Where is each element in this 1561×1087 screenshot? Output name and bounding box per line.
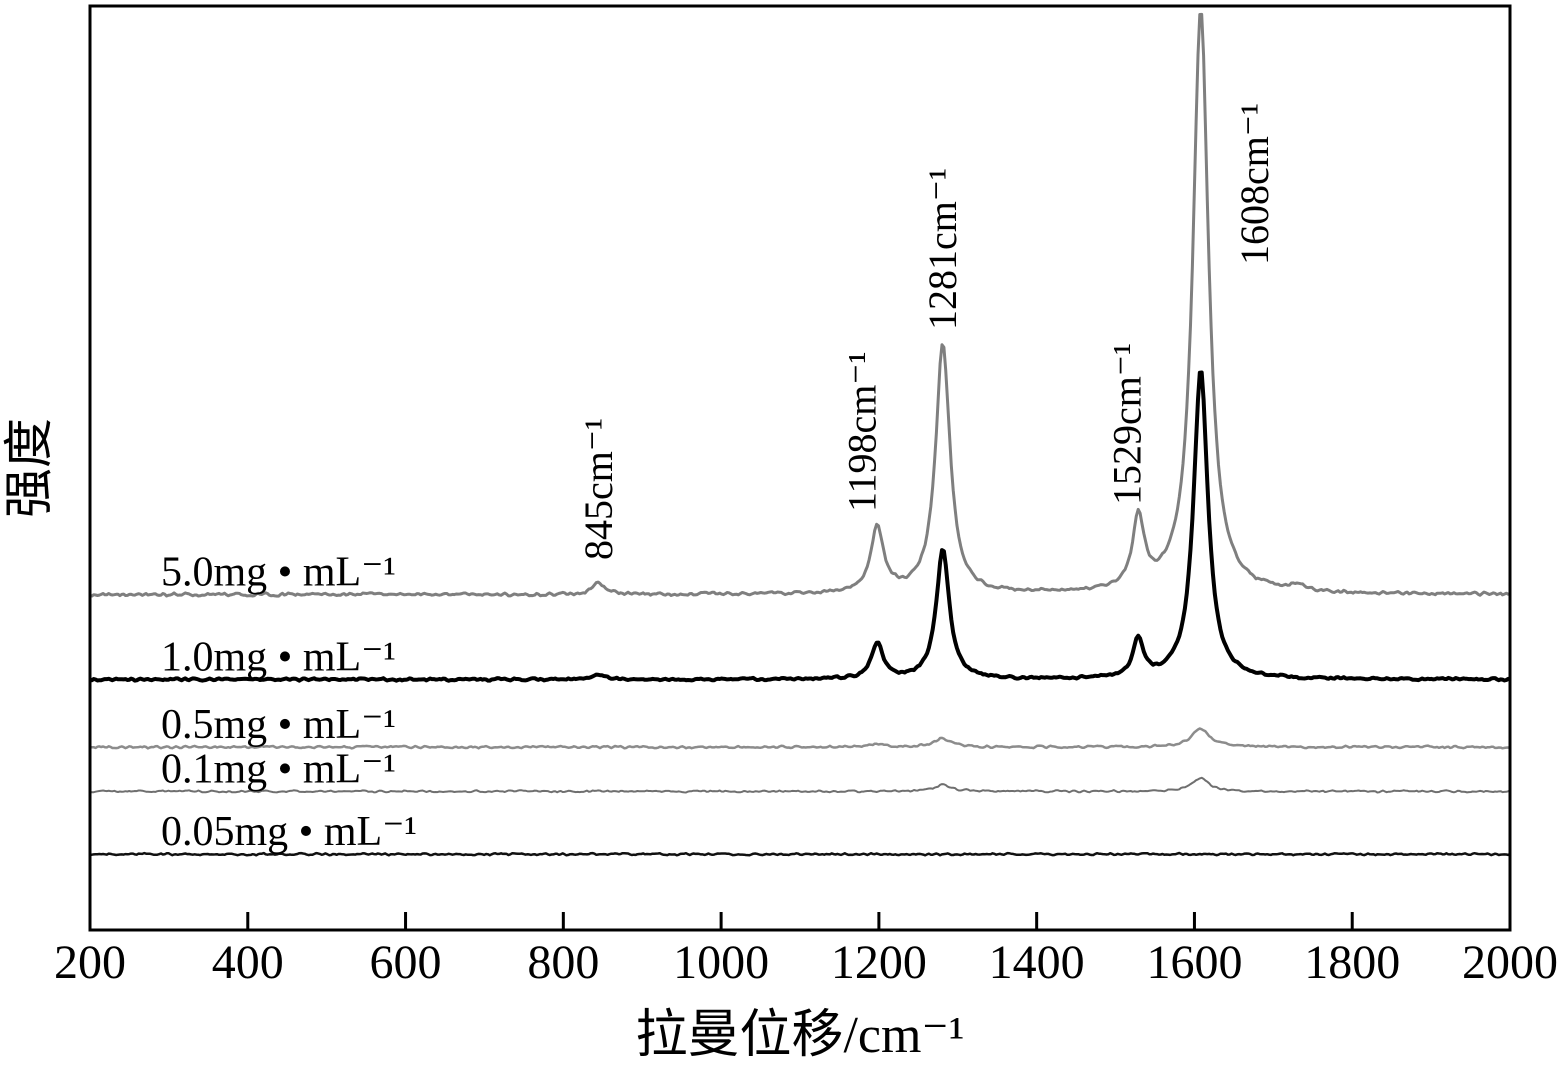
x-tick-label: 1000 [673,936,769,989]
peak-annotation-2: 1198cm⁻¹ [839,352,884,513]
x-tick-label: 2000 [1462,936,1558,989]
x-tick-label: 400 [212,936,284,989]
peak-annotation-5: 1608cm⁻¹ [1232,103,1277,265]
peak-annotation-3: 1281cm⁻¹ [920,168,965,330]
x-tick-label: 200 [54,936,126,989]
spectrum-trace-1 [90,12,1510,598]
x-axis-title: 拉曼位移/cm⁻¹ [635,1007,964,1064]
x-tick-label: 1800 [1304,936,1400,989]
spectrum-trace-5 [90,851,1510,857]
peak-annotation-4: 1529cm⁻¹ [1104,343,1149,505]
spectrum-trace-3 [90,727,1510,750]
series-label-5: 0.05mg • mL⁻¹ [161,809,417,855]
y-axis-title: 强度 [1,418,57,518]
labels-layer: 5.0mg • mL⁻¹ 1.0mg • mL⁻¹ 0.5mg • mL⁻¹0.1m… [161,103,1277,855]
x-tick-label: 1400 [989,936,1085,989]
x-tick-label: 1600 [1146,936,1242,989]
axes-layer: 200 400 600 800 1000 1200 1400 1600 1800 2000 [54,912,1558,989]
spectra-traces [90,12,1510,857]
x-tick-label: 1200 [831,936,927,989]
spectrum-trace-4 [90,776,1510,794]
series-label-2: 1.0mg • mL⁻¹ [161,635,396,681]
x-tick-label: 800 [527,936,599,989]
spectrum-trace-2 [90,370,1510,683]
x-tick-label: 600 [370,936,442,989]
series-label-3: 0.5mg • mL⁻¹ [161,702,396,748]
series-label-4: 0.1mg • mL⁻¹ [161,746,396,792]
plot-border [88,4,1512,932]
series-label-1: 5.0mg • mL⁻¹ [161,550,396,596]
peak-annotation-1: 845cm⁻¹ [576,418,621,560]
